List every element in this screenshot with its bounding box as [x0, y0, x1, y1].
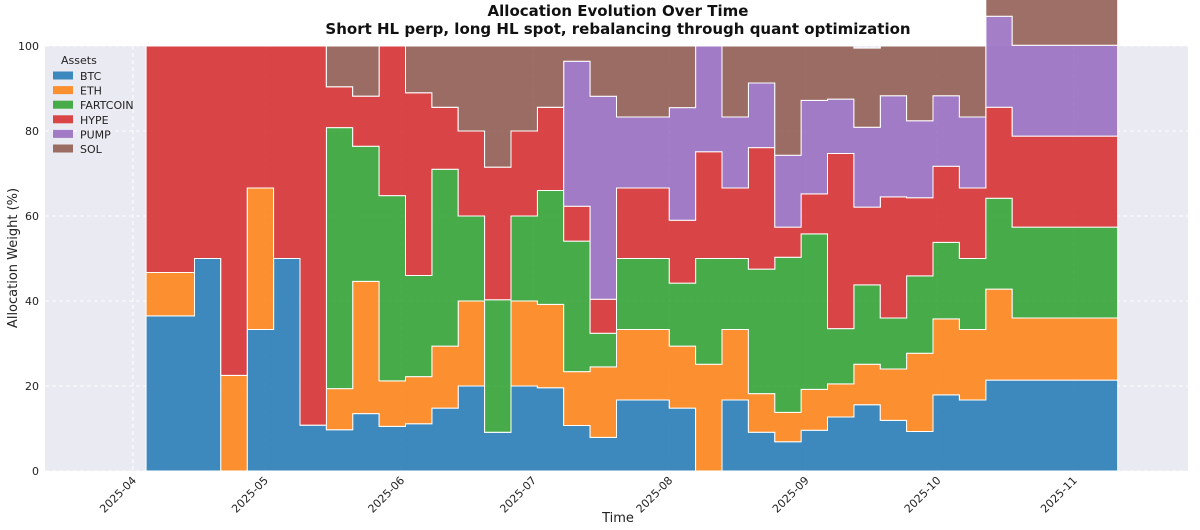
x-tick-label: 2025-06: [366, 474, 408, 516]
legend-label-eth: ETH: [80, 85, 102, 98]
y-axis-label: Allocation Weight (%): [6, 188, 21, 328]
legend-swatch-btc: [53, 71, 73, 80]
legend-swatch-eth: [53, 86, 73, 95]
x-tick-label: 2025-11: [1038, 474, 1080, 516]
legend-label-fartcoin: FARTCOIN: [80, 99, 134, 112]
y-tick-label: 20: [25, 380, 39, 393]
y-tick-label: 80: [25, 125, 39, 138]
chart-subtitle: Short HL perp, long HL spot, rebalancing…: [325, 20, 910, 38]
legend-swatch-fartcoin: [53, 100, 73, 109]
x-tick-label: 2025-09: [770, 474, 812, 516]
y-tick-label: 60: [25, 210, 39, 223]
legend-label-pump: PUMP: [80, 128, 111, 141]
x-tick-label: 2025-05: [229, 474, 271, 516]
x-tick-label: 2025-04: [97, 474, 139, 516]
legend-title: Assets: [61, 54, 97, 67]
chart-title: Allocation Evolution Over Time: [488, 2, 749, 20]
x-tick-label: 2025-08: [634, 474, 676, 516]
y-tick-label: 0: [32, 465, 39, 478]
legend-swatch-sol: [53, 144, 73, 153]
legend-label-btc: BTC: [80, 70, 102, 83]
y-tick-label: 100: [18, 40, 39, 53]
x-tick-label: 2025-10: [902, 474, 944, 516]
stacked-areas: [145, 0, 1119, 472]
area-sol: [146, 0, 1119, 168]
x-axis-label: Time: [601, 511, 634, 526]
legend-label-hype: HYPE: [80, 114, 109, 127]
y-tick-label: 40: [25, 295, 39, 308]
legend-swatch-hype: [53, 115, 73, 124]
x-tick-label: 2025-07: [497, 474, 539, 516]
legend-label-sol: SOL: [80, 143, 103, 156]
legend-swatch-pump: [53, 129, 73, 138]
